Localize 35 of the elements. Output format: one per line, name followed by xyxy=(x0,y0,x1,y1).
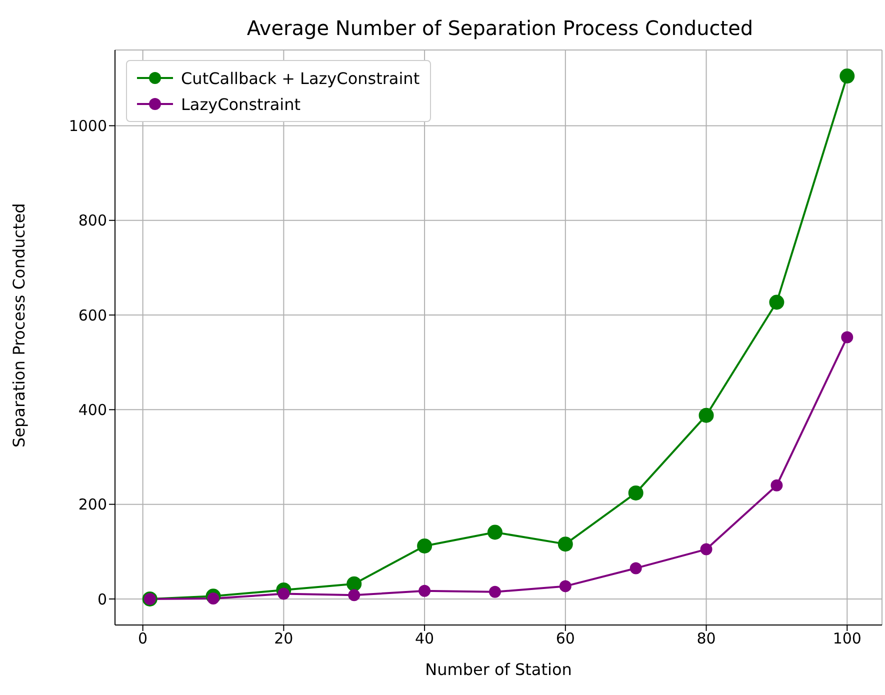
x-tick-label: 80 xyxy=(696,630,716,648)
point xyxy=(628,485,644,500)
point xyxy=(346,576,362,592)
y-tick-label: 200 xyxy=(78,496,107,514)
x-tick-label: 60 xyxy=(556,630,575,648)
y-tick-label: 0 xyxy=(97,590,107,608)
point xyxy=(841,331,854,344)
point xyxy=(769,294,784,310)
point xyxy=(558,536,573,552)
point xyxy=(630,562,642,574)
point xyxy=(770,479,783,492)
point xyxy=(559,580,572,592)
point xyxy=(700,543,712,556)
point xyxy=(417,538,432,554)
x-tick-label: 0 xyxy=(138,630,148,648)
x-tick-label: 40 xyxy=(415,630,434,648)
point xyxy=(487,524,502,540)
y-tick-label: 800 xyxy=(78,212,107,230)
point xyxy=(488,586,501,598)
y-tick-label: 1000 xyxy=(68,117,107,136)
x-axis-title: Number of Station xyxy=(425,660,572,679)
point xyxy=(840,68,855,84)
point xyxy=(698,408,714,423)
point xyxy=(278,588,290,600)
point xyxy=(348,589,360,602)
chart-title: Average Number of Separation Process Conducted xyxy=(246,16,754,40)
x-tick-label: 20 xyxy=(274,630,294,648)
y-axis-title: Separation Process Conducted xyxy=(10,203,29,448)
x-tick-label: 100 xyxy=(832,630,862,648)
y-tick-label: 600 xyxy=(78,306,107,324)
point xyxy=(418,584,431,597)
point xyxy=(207,592,220,604)
legend-label: CutCallback + LazyConstraint xyxy=(181,68,420,88)
legend-label: LazyConstraint xyxy=(181,94,301,114)
y-tick-label: 400 xyxy=(78,400,107,419)
